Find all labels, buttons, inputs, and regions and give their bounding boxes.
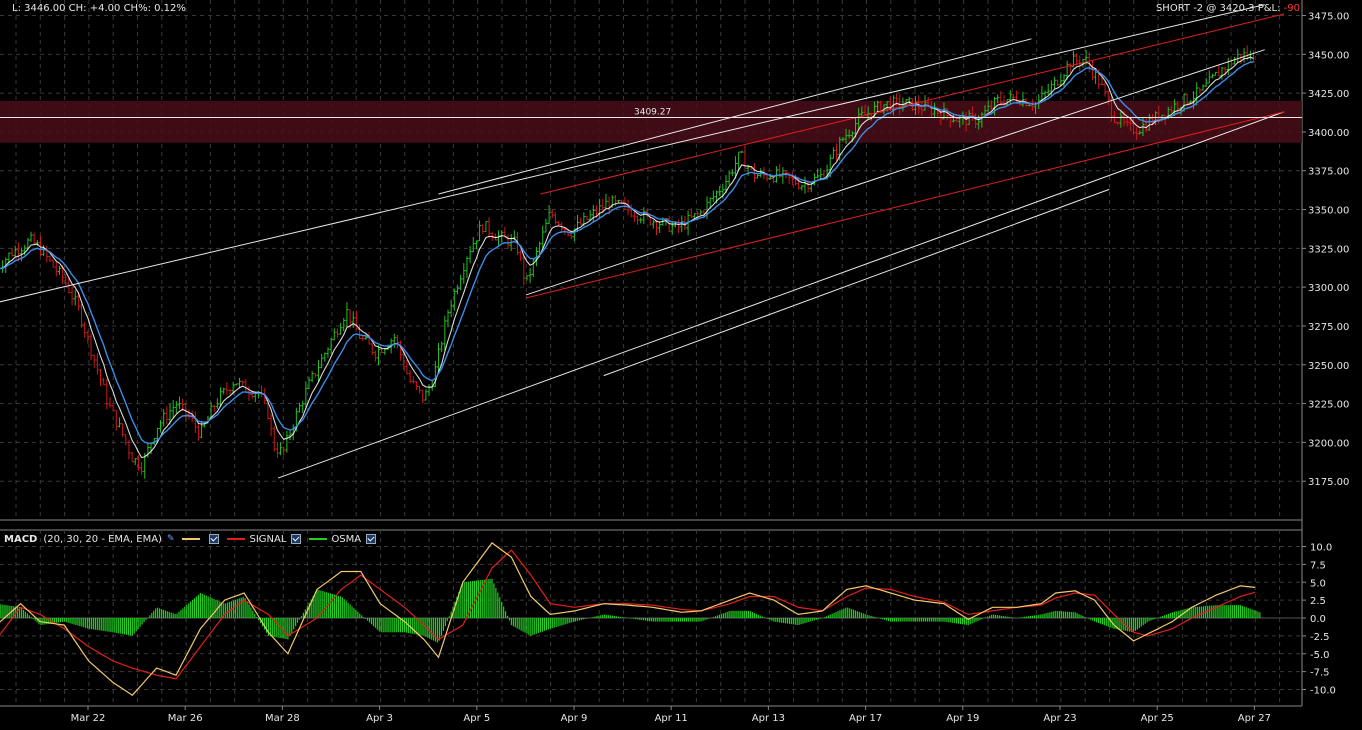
- macd-y-tick-label: 10.0: [1310, 543, 1332, 554]
- x-tick-label: Apr 23: [1043, 713, 1076, 724]
- resistance-zone: [0, 100, 1302, 143]
- y-tick-label: 3325.00: [1308, 244, 1349, 255]
- x-tick-label: Apr 27: [1238, 713, 1271, 724]
- y-tick-label: 3350.00: [1308, 206, 1349, 217]
- y-tick-label: 3175.00: [1308, 477, 1349, 488]
- y-tick-label: 3375.00: [1308, 167, 1349, 178]
- macd-line: [0, 542, 1256, 696]
- resistance-zone-band: [0, 100, 1302, 143]
- signal-legend-swatch: [227, 538, 246, 540]
- quote-summary: L: 3446.00 CH: +4.00 CH%: 0.12%: [12, 3, 186, 14]
- macd-toggle-checkbox[interactable]: [209, 534, 220, 544]
- macd-y-tick-label: 7.5: [1310, 560, 1326, 571]
- x-tick-label: Apr 9: [561, 713, 588, 724]
- signal-label: SIGNAL: [249, 533, 287, 545]
- macd-y-tick-label: 5.0: [1310, 578, 1326, 589]
- ema-slow-line: [0, 61, 1254, 444]
- x-tick-label: Apr 13: [752, 713, 785, 724]
- ema-fast-line: [0, 56, 1254, 459]
- macd-title: MACD: [4, 533, 38, 545]
- x-tick-label: Apr 5: [463, 713, 490, 724]
- trend-line: [603, 188, 1110, 377]
- price-line: 3409.27: [0, 108, 1302, 119]
- x-tick-label: Apr 19: [946, 713, 979, 724]
- trend-line: [438, 38, 1032, 195]
- x-tick-label: Apr 25: [1141, 713, 1174, 724]
- change-value: CH: +4.00: [68, 3, 121, 14]
- trend-line: [0, 4, 1265, 303]
- macd-y-tick-label: -5.0: [1310, 650, 1330, 661]
- macd-legend: MACD (20, 30, 20 - EMA, EMA) ✎ SIGNAL OS…: [4, 532, 377, 546]
- position-text: SHORT -2 @ 3420.3 P&L:: [1155, 3, 1281, 14]
- channel-line: [525, 111, 1285, 299]
- x-tick-label: Mar 22: [71, 713, 106, 724]
- osma-label: OSMA: [331, 533, 362, 545]
- macd-legend-swatch: [182, 538, 201, 540]
- osma-legend-swatch: [309, 538, 328, 540]
- macd-y-tick-label: 0.0: [1310, 614, 1326, 625]
- moving-averages: [0, 56, 1254, 459]
- y-tick-label: 3200.00: [1308, 438, 1349, 449]
- channel-line: [540, 13, 1285, 195]
- y-tick-label: 3275.00: [1308, 322, 1349, 333]
- x-tick-label: Apr 17: [849, 713, 882, 724]
- y-tick-label: 3225.00: [1308, 400, 1349, 411]
- position-summary: SHORT -2 @ 3420.3 P&L: -90: [1156, 3, 1300, 14]
- trend-line: [525, 49, 1265, 296]
- price-axis: 3175.00 3200.00 3225.00 3250.00 3275.00 3300.…: [1302, 12, 1349, 488]
- y-tick-label: 3425.00: [1308, 89, 1349, 100]
- macd-y-tick-label: -2.5: [1310, 632, 1330, 643]
- macd-y-tick-label: -10.0: [1310, 686, 1336, 697]
- x-tick-label: Mar 28: [265, 713, 300, 724]
- x-tick-label: Mar 26: [168, 713, 203, 724]
- y-tick-label: 3475.00: [1308, 12, 1349, 23]
- macd-params: (20, 30, 20 - EMA, EMA): [43, 533, 162, 545]
- pencil-tool-icon[interactable]: ✎: [166, 534, 175, 544]
- macd-y-tick-label: 2.5: [1310, 596, 1326, 607]
- y-tick-label: 3250.00: [1308, 361, 1349, 372]
- signal-line: [0, 549, 1256, 680]
- signal-toggle-checkbox[interactable]: [291, 534, 302, 544]
- date-axis: Mar 22 Mar 26 Mar 28 Apr 3 Apr 5 Apr 9 Apr 11 A…: [71, 706, 1271, 724]
- change-percent: CH%: 0.12%: [123, 3, 186, 14]
- trend-lines: [0, 4, 1285, 479]
- x-tick-label: Apr 3: [366, 713, 393, 724]
- trend-line: [277, 111, 1285, 479]
- pnl-value: -90: [1283, 3, 1300, 14]
- macd-y-tick-label: -7.5: [1310, 668, 1330, 679]
- x-tick-label: Apr 11: [655, 713, 688, 724]
- osma-toggle-checkbox[interactable]: [366, 534, 377, 544]
- y-tick-label: 3450.00: [1308, 50, 1349, 61]
- y-tick-label: 3400.00: [1308, 128, 1349, 139]
- y-tick-label: 3300.00: [1308, 283, 1349, 294]
- price-level-label: 3409.27: [634, 108, 671, 118]
- macd-panel: 10.0 7.5 5.0 2.5 0.0 -2.5 -5.0 -7.5 -10.0: [0, 542, 1336, 697]
- last-price: L: 3446.00: [12, 3, 66, 14]
